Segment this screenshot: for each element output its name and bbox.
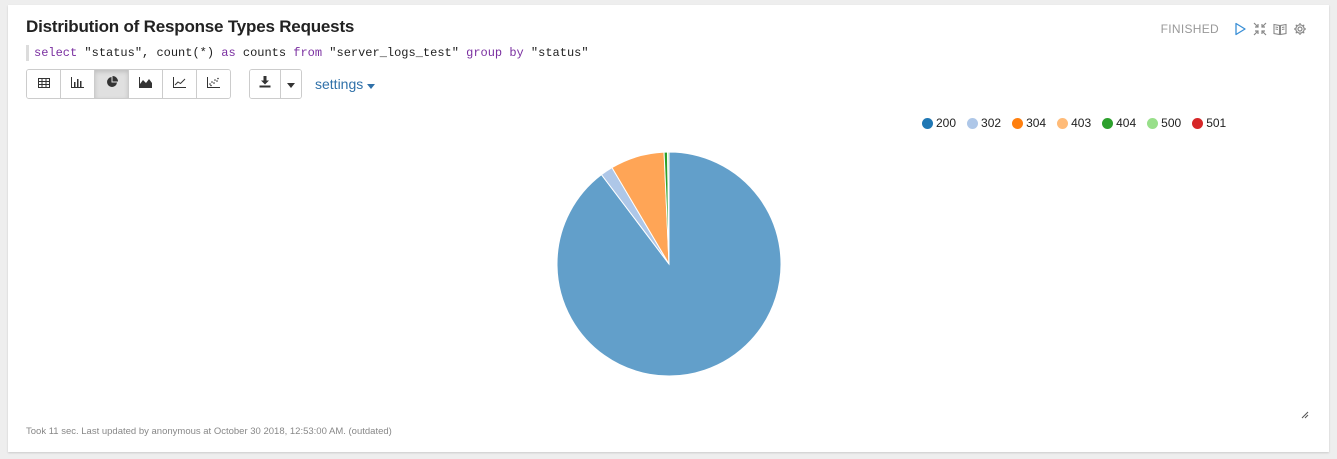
query-token: "server_logs_test" [322, 46, 467, 60]
footer-status: Took 11 sec. Last updated by anonymous a… [26, 426, 392, 437]
query-token: group by [466, 46, 524, 60]
area-chart-icon [139, 75, 152, 93]
legend-item-302[interactable]: 302 [967, 116, 1001, 130]
line-chart-icon [173, 75, 186, 93]
table-view-button[interactable] [27, 70, 61, 98]
query-token: counts [235, 46, 294, 60]
legend-dot [1147, 117, 1159, 129]
legend-label: 501 [1206, 116, 1227, 130]
gear-icon[interactable] [1293, 22, 1307, 36]
query-token: count [156, 46, 193, 60]
query-token: "status", [77, 46, 157, 60]
query-token: (*) [192, 46, 222, 60]
legend-item-403[interactable]: 403 [1057, 116, 1091, 130]
pie-chart-icon [106, 75, 118, 93]
collapse-icon[interactable] [1253, 22, 1267, 36]
paragraph-panel: Distribution of Response Types Requests … [8, 5, 1329, 452]
status-text: FINISHED [1160, 22, 1219, 36]
scatter-chart-button[interactable] [197, 70, 230, 98]
legend-dot [1102, 117, 1114, 129]
caret-down-icon [287, 75, 295, 93]
query-token: as [221, 46, 236, 60]
run-icon[interactable] [1233, 22, 1247, 36]
legend-dot [922, 117, 933, 129]
legend-item-501[interactable]: 501 [1192, 116, 1226, 130]
settings-dropdown[interactable]: settings [315, 76, 376, 92]
legend-label: 302 [981, 116, 1002, 130]
query-token: select [34, 46, 78, 60]
legend-label: 200 [936, 116, 957, 130]
query-token: "status" [523, 46, 589, 60]
chart-legend: 200 302 304 403 404 500 501 [922, 116, 1226, 130]
legend-label: 500 [1161, 116, 1182, 130]
sql-query[interactable]: select "status", count(*) as counts from… [26, 45, 589, 61]
area-chart-button[interactable] [129, 70, 163, 98]
legend-label: 304 [1026, 116, 1047, 130]
legend-item-200[interactable]: 200 [922, 116, 956, 130]
download-icon [259, 75, 271, 93]
line-chart-button[interactable] [163, 70, 197, 98]
scatter-chart-icon [207, 75, 220, 93]
legend-label: 403 [1071, 116, 1092, 130]
legend-item-304[interactable]: 304 [1012, 116, 1046, 130]
status-area: FINISHED [1161, 22, 1307, 36]
pie-chart-button[interactable] [95, 70, 129, 98]
bar-chart-button[interactable] [61, 70, 95, 98]
table-icon [37, 75, 50, 93]
legend-item-404[interactable]: 404 [1102, 116, 1136, 130]
legend-dot [967, 117, 979, 129]
download-button[interactable] [250, 70, 281, 98]
pie-chart [556, 151, 782, 377]
panel-title[interactable]: Distribution of Response Types Requests [26, 17, 355, 36]
download-group [249, 69, 302, 99]
download-dropdown-button[interactable] [281, 70, 301, 98]
bar-chart-icon [71, 75, 84, 93]
caret-down-icon [367, 76, 376, 92]
legend-item-500[interactable]: 500 [1147, 116, 1181, 130]
legend-dot [1012, 117, 1024, 129]
settings-label: settings [315, 76, 364, 92]
visualization-toolbar [26, 69, 231, 99]
pie-slice-500[interactable] [667, 151, 670, 265]
resize-handle-icon[interactable] [1301, 406, 1309, 419]
legend-dot [1057, 117, 1069, 129]
legend-dot [1192, 117, 1204, 129]
book-icon[interactable] [1273, 22, 1287, 36]
query-token: from [293, 46, 323, 60]
legend-label: 404 [1116, 116, 1137, 130]
